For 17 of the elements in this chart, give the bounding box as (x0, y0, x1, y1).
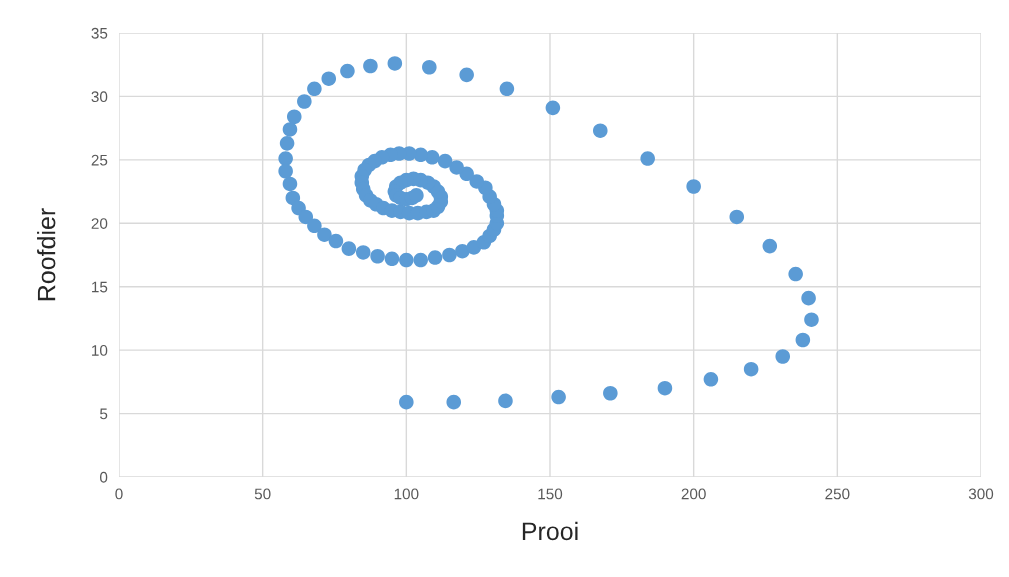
x-tick-label: 150 (538, 488, 563, 500)
y-tick-label: 15 (92, 281, 108, 293)
x-tick-label: 100 (394, 488, 419, 500)
y-tick-label: 5 (100, 408, 108, 420)
y-tick-label: 30 (91, 91, 108, 103)
x-tick-label: 50 (254, 488, 271, 500)
x-tick-label: 0 (115, 488, 123, 500)
x-tick-label: 200 (681, 488, 706, 500)
y-axis-title: Roofdier (37, 208, 56, 301)
x-tick-label: 250 (825, 488, 850, 500)
y-tick-label: 20 (91, 218, 108, 229)
x-axis-title: Prooi (522, 521, 578, 541)
y-tick-label: 10 (92, 345, 108, 356)
y-tick-label: 0 (99, 471, 108, 483)
x-tick-label: 300 (968, 488, 994, 500)
y-tick-label: 25 (91, 154, 108, 166)
y-tick-label: 35 (91, 27, 108, 39)
